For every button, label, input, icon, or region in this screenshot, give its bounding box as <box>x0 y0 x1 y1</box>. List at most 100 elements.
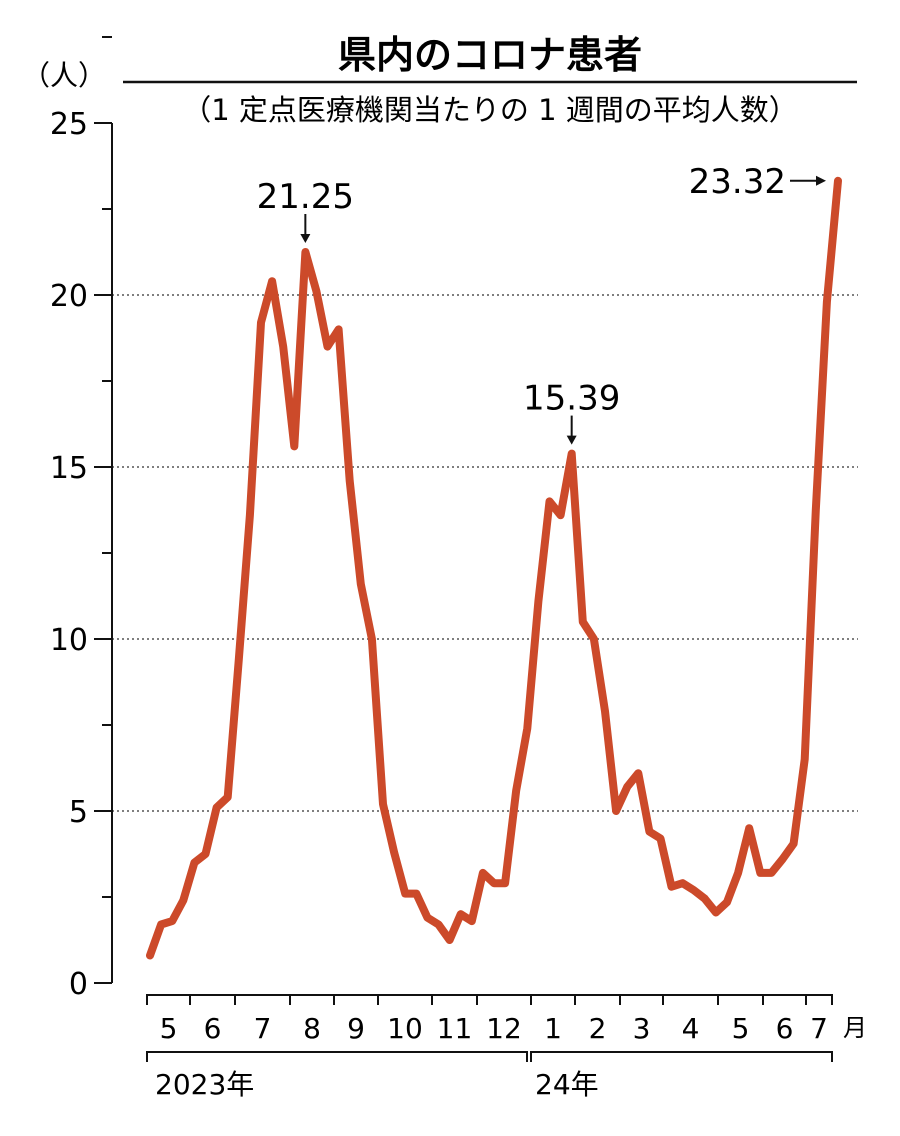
y-tick-label: 25 <box>50 107 88 142</box>
data-point <box>737 872 739 874</box>
month-label: 10 <box>387 1012 423 1045</box>
month-bracket <box>333 994 379 1005</box>
month-label: 7 <box>254 1012 272 1045</box>
data-point <box>260 322 262 324</box>
month-label: 6 <box>776 1012 794 1045</box>
y-axis-label: （人） <box>22 59 106 92</box>
month-label: 8 <box>303 1012 321 1045</box>
month-label: 2 <box>589 1012 607 1045</box>
month-bracket <box>146 994 191 1005</box>
month-label: 11 <box>437 1012 473 1045</box>
data-point <box>682 882 684 884</box>
data-point <box>815 509 817 511</box>
data-point <box>315 291 317 293</box>
month-bracket <box>476 994 532 1005</box>
peak-label: 23.32 <box>689 162 786 202</box>
data-point <box>160 924 162 926</box>
data-point <box>648 831 650 833</box>
data-point <box>271 280 273 282</box>
month-bracket <box>189 994 236 1005</box>
month-bracket <box>662 994 719 1005</box>
data-point <box>515 789 517 791</box>
data-point <box>615 810 617 812</box>
month-bracket <box>762 994 807 1005</box>
data-point <box>704 898 706 900</box>
y-tick-label: 0 <box>69 967 88 1002</box>
data-point <box>371 638 373 640</box>
year-bracket <box>146 1051 528 1062</box>
month-label: 9 <box>347 1012 365 1045</box>
data-point <box>182 899 184 901</box>
y-tick-label: 20 <box>50 279 88 314</box>
month-bracket <box>574 994 621 1005</box>
data-point <box>327 346 329 348</box>
data-point <box>360 583 362 585</box>
month-label: 5 <box>732 1012 750 1045</box>
arrow-head-icon <box>300 234 311 243</box>
chart-subtitle: （1 定点医療機関当たりの 1 週間の平均人数） <box>182 93 798 127</box>
month-bracket <box>377 994 433 1005</box>
month-bracket <box>234 994 291 1005</box>
data-point <box>593 638 595 640</box>
data-point <box>216 807 218 809</box>
month-bracket <box>619 994 664 1005</box>
data-point <box>671 886 673 888</box>
data-point <box>837 180 839 182</box>
month-bracket <box>717 994 764 1005</box>
y-tick-label: 15 <box>50 451 88 486</box>
data-point <box>793 843 795 845</box>
data-point <box>449 939 451 941</box>
month-label: 12 <box>486 1012 522 1045</box>
data-point <box>238 659 240 661</box>
data-point <box>204 853 206 855</box>
arrow-head-icon <box>816 175 826 186</box>
y-tick-label: 10 <box>50 623 88 658</box>
y-tick-label: 5 <box>69 795 88 830</box>
data-point <box>282 346 284 348</box>
data-point <box>193 862 195 864</box>
data-point <box>804 758 806 760</box>
series-line <box>146 176 842 960</box>
data-point <box>504 882 506 884</box>
data-point <box>404 893 406 895</box>
peak-label: 21.25 <box>257 177 354 217</box>
year-label: 24年 <box>535 1068 599 1101</box>
data-point <box>548 500 550 502</box>
month-label: 4 <box>682 1012 700 1045</box>
data-point <box>493 882 495 884</box>
data-point <box>560 514 562 516</box>
data-point <box>637 772 639 774</box>
month-unit: 月 <box>843 1014 867 1042</box>
data-point <box>826 301 828 303</box>
month-bracket <box>289 994 335 1005</box>
data-point <box>149 954 151 956</box>
month-label: 6 <box>204 1012 222 1045</box>
data-point <box>382 803 384 805</box>
data-point <box>782 858 784 860</box>
data-point <box>426 917 428 919</box>
data-point <box>482 872 484 874</box>
data-point <box>438 924 440 926</box>
year-bracket <box>530 1051 833 1062</box>
data-point <box>604 710 606 712</box>
data-point <box>693 889 695 891</box>
data-point <box>626 786 628 788</box>
chart-title: 県内のコロナ患者 <box>338 33 642 77</box>
data-point <box>249 514 251 516</box>
month-label: 7 <box>810 1012 828 1045</box>
data-point <box>304 251 306 253</box>
data-point <box>227 796 229 798</box>
data-point <box>338 328 340 330</box>
data-point <box>171 920 173 922</box>
peak-label: 15.39 <box>523 379 620 419</box>
data-point <box>460 913 462 915</box>
data-point <box>537 600 539 602</box>
data-point <box>471 920 473 922</box>
data-point <box>748 827 750 829</box>
year-label: 2023年 <box>155 1068 254 1101</box>
month-bracket <box>530 994 576 1005</box>
arrow-head-icon <box>566 435 577 445</box>
data-point <box>349 480 351 482</box>
